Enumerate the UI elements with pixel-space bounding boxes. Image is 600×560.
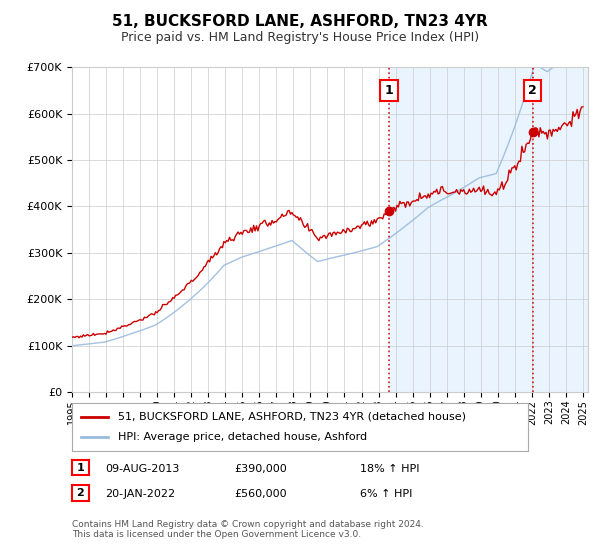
Text: HPI: Average price, detached house, Ashford: HPI: Average price, detached house, Ashf… [118,432,367,442]
Text: 2: 2 [77,488,84,498]
Text: 51, BUCKSFORD LANE, ASHFORD, TN23 4YR: 51, BUCKSFORD LANE, ASHFORD, TN23 4YR [112,14,488,29]
Text: 09-AUG-2013: 09-AUG-2013 [105,464,179,474]
Text: 1: 1 [385,84,393,97]
Text: 1: 1 [77,463,84,473]
Bar [389,67,592,392]
Text: £560,000: £560,000 [234,489,287,499]
Text: 51, BUCKSFORD LANE, ASHFORD, TN23 4YR (detached house): 51, BUCKSFORD LANE, ASHFORD, TN23 4YR (d… [118,412,466,422]
Text: 20-JAN-2022: 20-JAN-2022 [105,489,175,499]
Text: 18% ↑ HPI: 18% ↑ HPI [360,464,419,474]
Text: Price paid vs. HM Land Registry's House Price Index (HPI): Price paid vs. HM Land Registry's House … [121,31,479,44]
Text: Contains HM Land Registry data © Crown copyright and database right 2024.
This d: Contains HM Land Registry data © Crown c… [72,520,424,539]
Text: 2: 2 [528,84,537,97]
Text: 6% ↑ HPI: 6% ↑ HPI [360,489,412,499]
Text: £390,000: £390,000 [234,464,287,474]
